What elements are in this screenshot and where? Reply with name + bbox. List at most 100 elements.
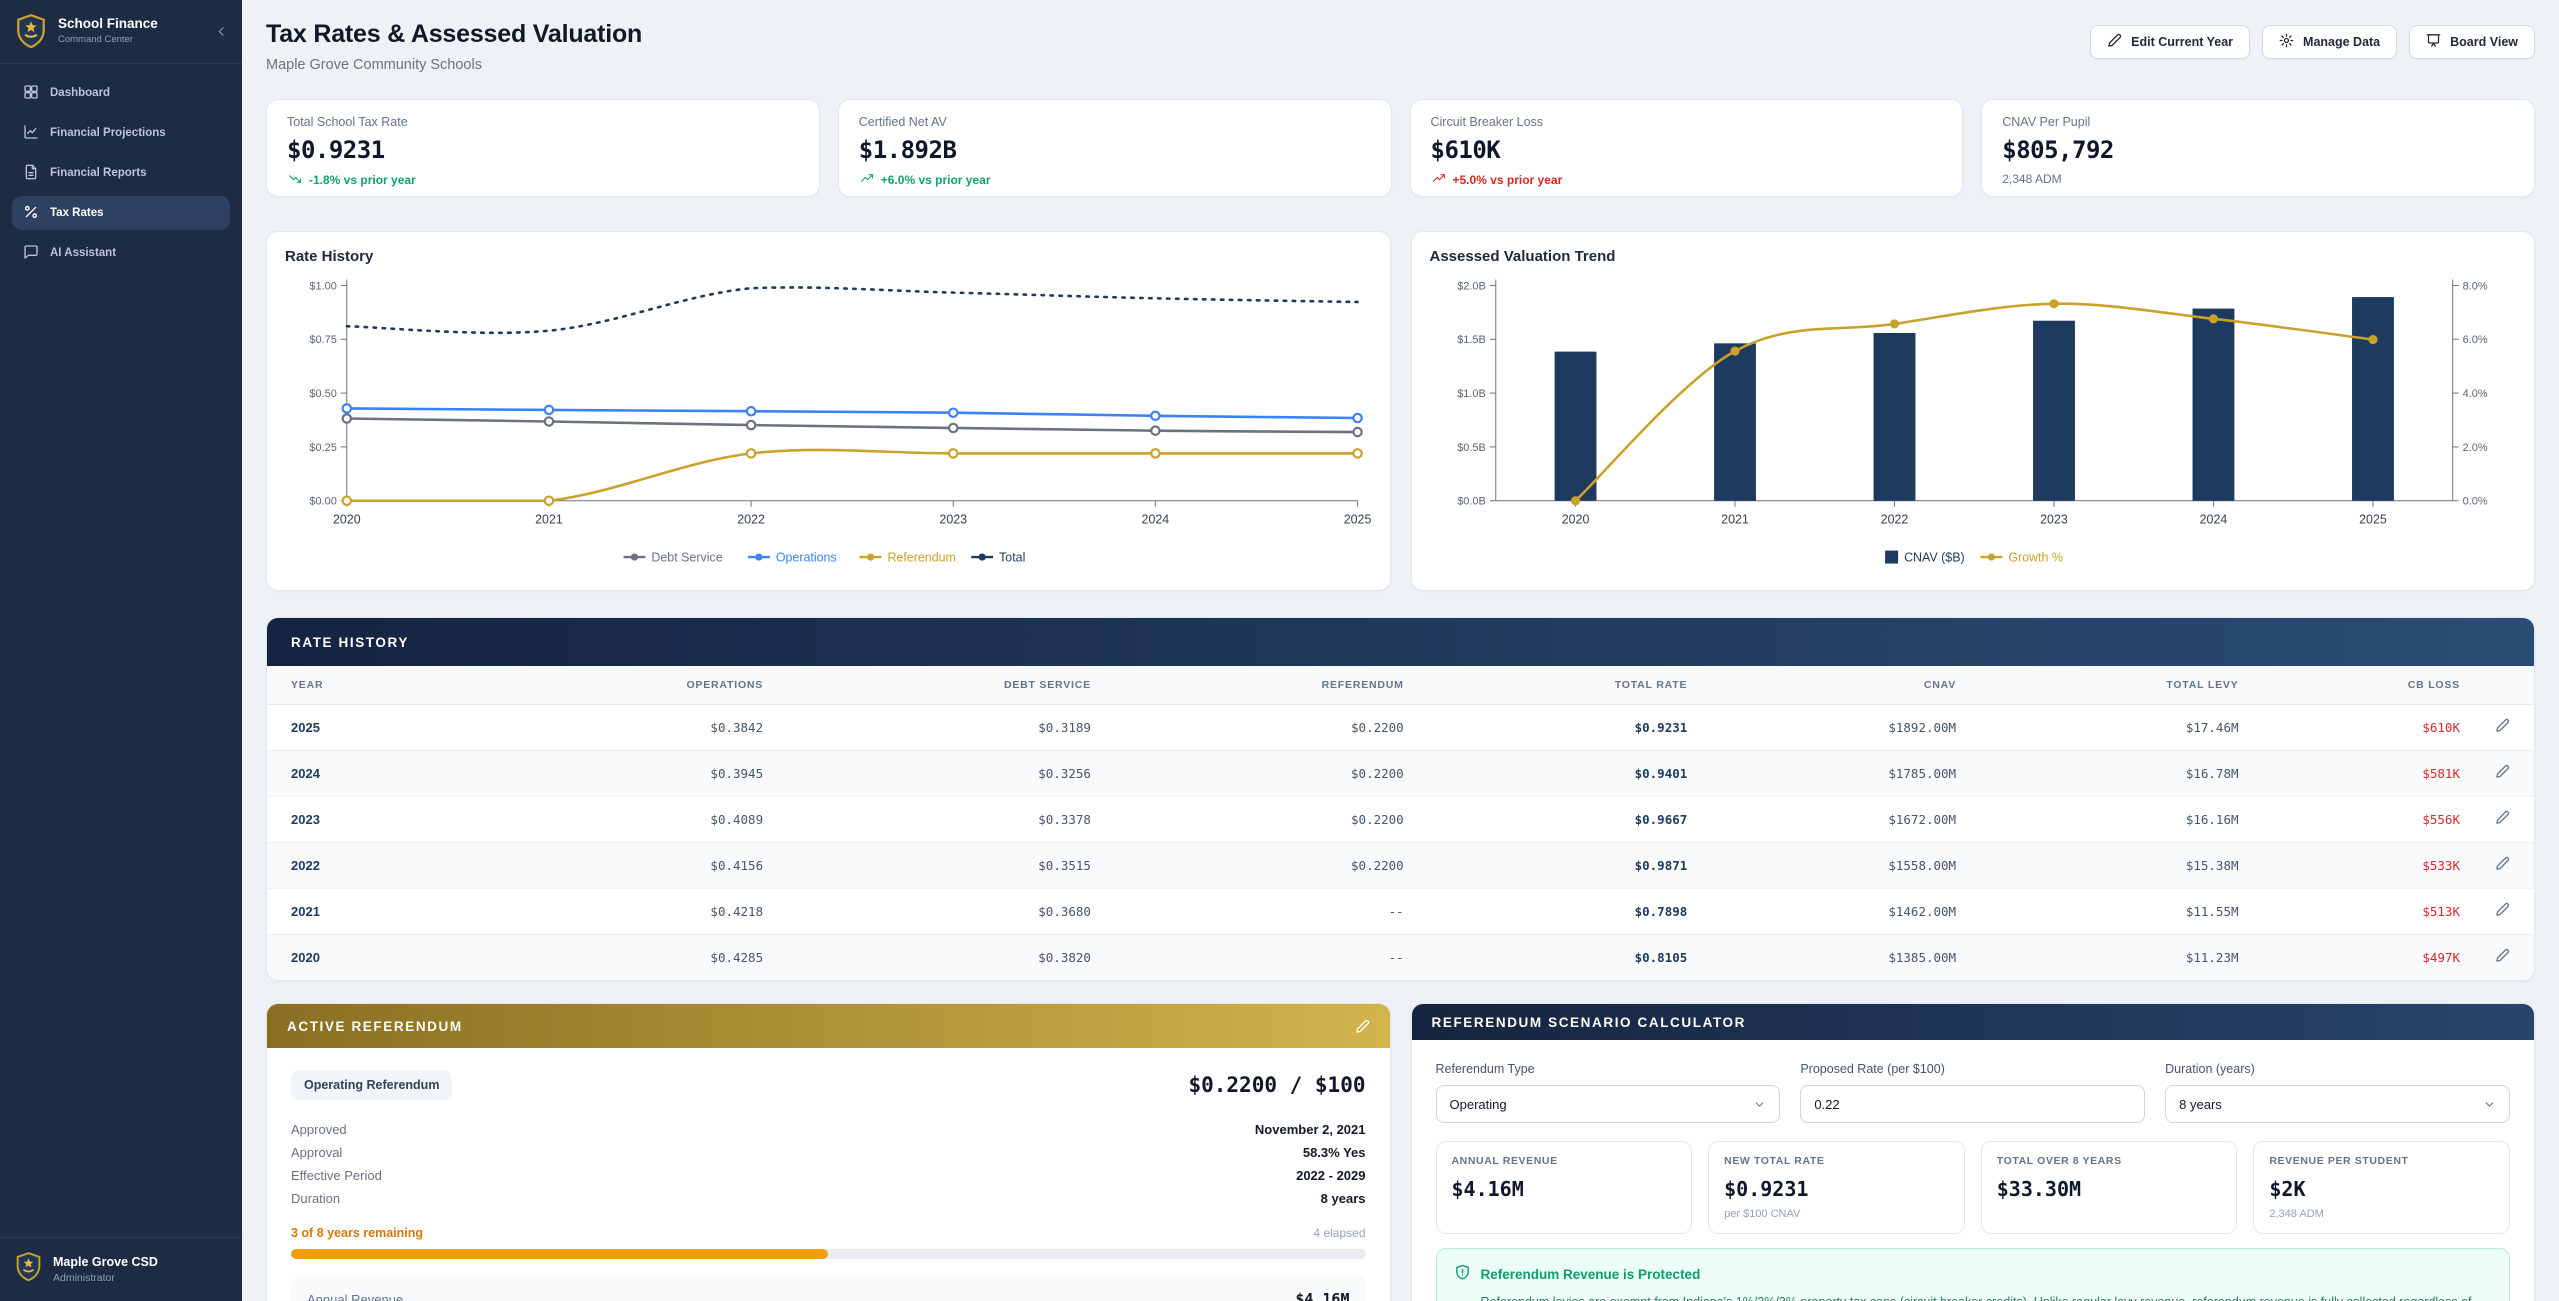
percent-icon xyxy=(23,204,39,223)
cell-debt-service: $0.3256 xyxy=(773,749,1101,796)
trend-up-icon xyxy=(1431,172,1447,188)
detail-row-approval: Approval 58.3% Yes xyxy=(291,1145,1366,1160)
svg-text:0.0%: 0.0% xyxy=(2462,496,2487,508)
chevron-down-icon xyxy=(1753,1098,1766,1111)
page-title: Tax Rates & Assessed Valuation xyxy=(266,20,643,48)
edit-referendum-button[interactable] xyxy=(1355,1019,1370,1034)
cell-cnav: $1558.00M xyxy=(1697,841,1967,888)
kpi-label: CNAV Per Pupil xyxy=(2002,115,2091,129)
manage-data-button[interactable]: Manage Data xyxy=(2262,25,2398,59)
detail-row-duration: Duration 8 years xyxy=(291,1191,1366,1206)
header-actions: Edit Current Year Manage Data Board View xyxy=(2090,25,2535,59)
svg-text:CNAV ($B): CNAV ($B) xyxy=(1904,551,1965,565)
table-row-2022: 2022 $0.4156 $0.3515 $0.2200 $0.9871 $1558.00… xyxy=(267,841,2534,888)
board-view-button[interactable]: Board View xyxy=(2409,25,2535,59)
referendum-details: Approved November 2, 2021 Approval 58.3% Ye… xyxy=(291,1122,1366,1207)
input-proposed-rate-per-100-[interactable] xyxy=(1800,1085,2146,1123)
calculator-fields: Referendum Type Operating Proposed Rate (p… xyxy=(1435,1062,2510,1123)
svg-text:2025: 2025 xyxy=(2359,513,2387,527)
presentation-icon xyxy=(2426,33,2441,51)
edit-row-button[interactable] xyxy=(2495,718,2510,733)
sidebar-item-label: Tax Rates xyxy=(50,207,104,219)
result-card-new-total-rate: NEW TOTAL RATE $0.9231 per $100 CNAV xyxy=(1708,1141,1965,1234)
svg-text:2022: 2022 xyxy=(1880,513,1908,527)
edit-row-button[interactable] xyxy=(2495,902,2510,917)
svg-text:Growth %: Growth % xyxy=(2008,551,2063,565)
kpi-label: Circuit Breaker Loss xyxy=(1430,115,1544,129)
kpi-label: Certified Net AV xyxy=(858,115,947,129)
main-content: Tax Rates & Assessed Valuation Maple Gro… xyxy=(242,0,2559,1301)
rate-history-table-card: RATE HISTORY YEAR OPERATIONS DEBT SERVICE R… xyxy=(266,617,2535,981)
referendum-progress-bar xyxy=(291,1249,1366,1259)
edit-row-button[interactable] xyxy=(2495,948,2510,963)
select-referendum-type[interactable]: Operating xyxy=(1435,1085,1781,1123)
page-header: Tax Rates & Assessed Valuation Maple Gro… xyxy=(266,16,2535,73)
cell-cnav: $1672.00M xyxy=(1697,795,1967,842)
sidebar-footer[interactable]: Maple Grove CSD Administrator xyxy=(0,1237,242,1301)
table-row-2023: 2023 $0.4089 $0.3378 $0.2200 $0.9667 $1672.00… xyxy=(267,795,2534,842)
sidebar-item-ai-assistant[interactable]: AI Assistant xyxy=(12,236,230,270)
referendum-rate: $0.2200 / $100 xyxy=(1188,1073,1366,1097)
bottom-panels: ACTIVE REFERENDUM Operating Referendum $… xyxy=(266,1003,2535,1301)
table-row-2021: 2021 $0.4218 $0.3680 -- $0.7898 $1462.00M $11.… xyxy=(267,887,2534,934)
referendum-progress-fill xyxy=(291,1249,829,1259)
edit-current-year-button[interactable]: Edit Current Year xyxy=(2090,25,2251,59)
svg-text:2021: 2021 xyxy=(1721,513,1749,527)
cell-cb-loss: $556K xyxy=(2248,795,2470,842)
cell-total-levy: $17.46M xyxy=(2185,719,2239,735)
rate-history-chart-card: Rate History $0.00 $0.25 $0.50 $0.75 $1.00 20… xyxy=(266,231,1391,591)
panel-title: ACTIVE REFERENDUM xyxy=(287,1018,463,1034)
annual-revenue-box: Annual Revenue $4.16M xyxy=(291,1275,1366,1301)
cell-total-rate: $0.9871 xyxy=(1413,841,1698,888)
table-title: RATE HISTORY xyxy=(267,618,2534,666)
column-header-referendum: REFERENDUM xyxy=(1100,666,1414,705)
chat-icon xyxy=(23,244,39,263)
svg-text:Total: Total xyxy=(999,551,1025,565)
cell-operations: $0.3842 xyxy=(710,719,764,735)
sidebar-collapse-icon[interactable] xyxy=(215,25,228,38)
detail-row-approved: Approved November 2, 2021 xyxy=(291,1122,1366,1137)
cell-operations: $0.4218 xyxy=(477,887,774,934)
cell-year: 2021 xyxy=(267,887,477,934)
trend-up-icon xyxy=(859,172,875,188)
sidebar-item-label: Financial Reports xyxy=(50,167,147,179)
edit-row-button[interactable] xyxy=(2495,810,2510,825)
trend-down-icon xyxy=(287,172,303,188)
active-referendum-header: ACTIVE REFERENDUM xyxy=(267,1004,1390,1048)
edit-row-button[interactable] xyxy=(2495,764,2510,779)
field-duration-years-: Duration (years) 8 years xyxy=(2165,1062,2510,1123)
kpi-card-circuit-breaker-loss: Circuit Breaker Loss $610K +5.0% vs prior … xyxy=(1409,99,1964,197)
dashboard-icon xyxy=(23,84,39,103)
cell-debt-service: $0.3189 xyxy=(1038,719,1091,735)
svg-text:2025: 2025 xyxy=(1344,513,1372,527)
cell-year: 2024 xyxy=(267,749,477,796)
sidebar-item-financial-reports[interactable]: Financial Reports xyxy=(12,156,230,190)
sidebar-item-tax-rates[interactable]: Tax Rates xyxy=(12,196,230,230)
svg-text:$0.75: $0.75 xyxy=(309,334,336,346)
edit-row-button[interactable] xyxy=(2495,856,2510,871)
assessed-valuation-chart: $0.0B $0.5B $1.0B $1.5B $2.0B 0.0% 2.0% 4.0% 6.0… xyxy=(1457,279,2487,565)
kpi-trend-text: +6.0% vs prior year xyxy=(880,173,991,187)
column-header-total-levy: TOTAL LEVY xyxy=(1966,666,2249,705)
sidebar-item-dashboard[interactable]: Dashboard xyxy=(12,76,230,110)
select-duration-years-[interactable]: 8 years xyxy=(2165,1085,2510,1123)
cell-referendum: $0.2200 xyxy=(1100,749,1414,796)
protected-revenue-note: Referendum Revenue is Protected Referend… xyxy=(1435,1248,2510,1301)
projections-icon xyxy=(23,124,39,143)
cell-referendum: $0.2200 xyxy=(1100,841,1414,888)
cell-total-levy: $16.78M xyxy=(1966,749,2249,796)
column-header-total-rate: TOTAL RATE xyxy=(1413,666,1698,705)
svg-text:2024: 2024 xyxy=(2199,513,2227,527)
district-shield-logo-icon xyxy=(14,1251,43,1288)
cell-total-levy: $16.16M xyxy=(1966,795,2249,842)
cell-total-rate: $0.9231 xyxy=(1634,719,1688,735)
cell-debt-service: $0.3820 xyxy=(773,933,1101,980)
school-shield-logo-icon xyxy=(14,13,48,50)
sidebar-item-financial-projections[interactable]: Financial Projections xyxy=(12,116,230,150)
cell-cb-loss: $581K xyxy=(2248,749,2470,796)
reports-icon xyxy=(23,164,39,183)
sidebar-header: School Finance Command Center xyxy=(0,0,242,64)
rate-input[interactable] xyxy=(1814,1096,2132,1112)
svg-text:Referendum: Referendum xyxy=(887,551,955,565)
active-referendum-panel: ACTIVE REFERENDUM Operating Referendum $… xyxy=(266,1003,1391,1301)
